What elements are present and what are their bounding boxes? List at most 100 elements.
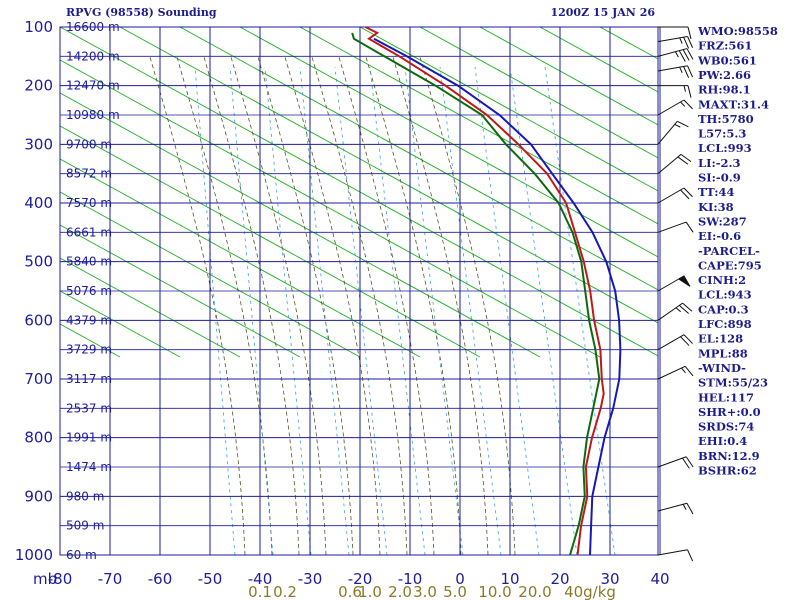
barb-full [687, 36, 694, 48]
index-entry: LCL:993 [698, 141, 752, 155]
moist-adiabat [149, 56, 246, 555]
moist-adiabat [257, 56, 354, 555]
barb-full [678, 305, 689, 314]
barb-full [680, 153, 692, 163]
index-entry: FRZ:561 [698, 39, 752, 53]
barb-full [684, 366, 694, 377]
y-tick-label: 400 [24, 194, 53, 212]
barb-full [683, 334, 693, 344]
index-entry: BRN:12.9 [698, 449, 760, 463]
wind-barb [657, 99, 693, 116]
wind-barb [657, 302, 693, 321]
barb-full [677, 156, 689, 165]
wind-barb [657, 187, 693, 204]
index-entry: HEL:117 [698, 390, 754, 404]
mixing-ratio-line [229, 66, 274, 555]
barb-full [685, 456, 694, 468]
index-entry: SRDS:74 [698, 420, 754, 434]
y-tick-label: 800 [24, 429, 53, 447]
barb-staff [657, 65, 688, 72]
wind-barb [657, 65, 694, 78]
index-entry: WB0:561 [697, 53, 757, 67]
barb-staff [657, 302, 683, 321]
index-entry: LI:-2.3 [698, 156, 741, 170]
diagonal-line [179, 27, 658, 291]
barb-half [682, 504, 687, 510]
mixing-ratio-line [194, 66, 236, 555]
barb-full [682, 302, 693, 312]
y-tick-label: 500 [24, 253, 53, 271]
diagonal-line [60, 290, 181, 358]
barb-full [686, 48, 694, 60]
diagonal-line [299, 27, 658, 225]
barb-full [685, 221, 694, 233]
diagonal-line [479, 27, 658, 126]
mixing-ratio-label: 0.6 [338, 583, 362, 600]
dewpoint-line [351, 32, 601, 555]
wind-barb [657, 35, 694, 49]
y-tick-label: 200 [24, 77, 53, 95]
barb-full [687, 549, 694, 562]
y-tick-label: 100 [24, 18, 53, 36]
height-label: 980 m [66, 489, 104, 503]
height-label: 5840 m [66, 255, 112, 269]
diagonal-line [60, 257, 241, 358]
mixing-ratio-line [404, 66, 464, 555]
barb-full [683, 99, 693, 110]
height-label: 3117 m [66, 372, 112, 386]
index-entry: TT:44 [698, 185, 735, 199]
height-label: 10980 m [66, 108, 120, 122]
index-entry: CAP:0.3 [698, 302, 749, 316]
height-label: 6661 m [66, 225, 112, 239]
index-entry: MPL:88 [698, 346, 748, 360]
axis-labels: -80 -70 -60 -50 -40 -30 -20 -10 0 10 20 30 40 100 200 3… [15, 18, 670, 600]
parcel-line [373, 37, 622, 555]
barb-half [681, 367, 686, 374]
barb-staff [657, 121, 678, 145]
mixing-ratio-label: 1.0 [358, 583, 382, 600]
index-entry: -WIND- [698, 361, 746, 375]
index-entry: SHR+:0.0 [698, 405, 761, 419]
barb-half [683, 85, 686, 92]
y-tick-label: 1000 [15, 546, 53, 564]
barb-full [687, 26, 692, 40]
barb-full [683, 187, 693, 198]
diagonal-line [60, 59, 601, 358]
wind-barb [657, 334, 693, 351]
height-label: 12470 m [66, 79, 120, 93]
y-tick-label: 900 [24, 487, 53, 505]
barb-staff [657, 48, 688, 57]
wind-barb [657, 48, 694, 62]
moist-adiabat [365, 56, 462, 555]
height-label: 4379 m [66, 313, 112, 327]
x-tick-label: -30 [298, 570, 323, 588]
barb-staff [657, 221, 687, 233]
grid-lines [59, 26, 661, 556]
barb-full [683, 36, 690, 49]
index-entry: STM:55/23 [698, 376, 768, 390]
x-tick-label: -10 [398, 570, 423, 588]
index-entry: CAPE:795 [698, 258, 762, 272]
mixing-ratio-label: 20.0 [518, 583, 551, 600]
barb-pennant [677, 275, 691, 287]
barb-staff [657, 365, 686, 380]
mixing-ratio-line [439, 66, 502, 555]
index-entry: RH:98.1 [698, 83, 751, 97]
index-entry: SI:-0.9 [698, 171, 741, 185]
x-tick-label: -50 [198, 570, 223, 588]
index-entry: KI:38 [698, 200, 734, 214]
moist-adiabat [230, 56, 327, 555]
diagonal-line [780, 27, 800, 357]
barb-half [675, 307, 682, 313]
x-tick-label: -80 [48, 570, 73, 588]
diagonal-line [539, 27, 658, 93]
x-tick-label: 40 [650, 570, 669, 588]
diagonal-line [239, 27, 658, 258]
wind-barb [657, 221, 694, 233]
y-tick-label: 300 [24, 135, 53, 153]
x-tick-label: 30 [600, 570, 619, 588]
barb-staff [657, 35, 688, 43]
barb-full [686, 502, 694, 515]
index-entry: TH:5780 [698, 112, 754, 126]
